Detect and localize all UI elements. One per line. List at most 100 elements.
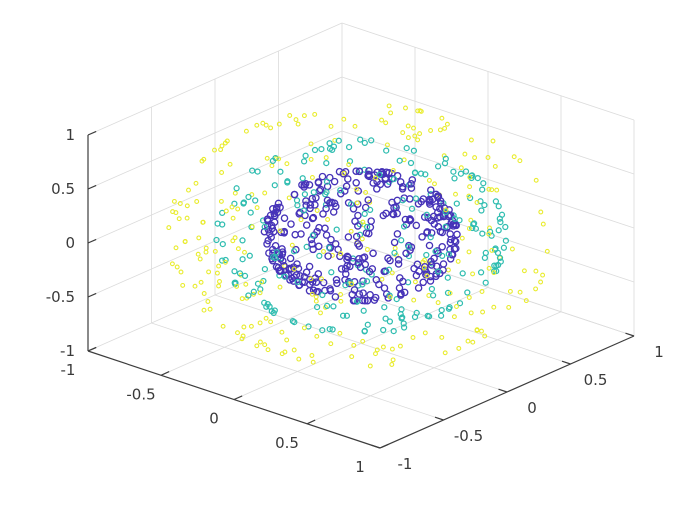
scatter-point [217,279,222,284]
scatter-point [261,265,269,273]
scatter-point [344,175,352,183]
scatter-point [231,268,238,275]
scatter-point [455,258,461,264]
scatter-point [349,354,355,360]
scatter-point [201,291,207,296]
scatter-point [289,242,295,248]
scatter-point [201,156,207,162]
scatter-point [271,182,278,189]
scatter-point [500,244,508,251]
scatter-point [269,163,275,169]
scatter-point [380,284,389,292]
scatter-point [388,198,396,207]
scatter-point [403,105,408,111]
scatter-point [383,120,389,126]
scatter-point [474,327,480,333]
scatter-point [437,127,443,133]
scatter-point [297,230,305,238]
scatter-point [428,285,436,293]
scatter-point [319,276,324,282]
scatter-point [222,259,228,265]
scatter-point [333,226,340,233]
scatter-point [287,220,295,228]
scatter-point [280,214,289,222]
scatter-point [263,122,269,128]
scatter-point [319,327,326,334]
scatter-point [257,339,263,345]
scatter-point [247,209,254,216]
scatter-point [302,197,310,205]
y-axis-tick [371,444,381,449]
scatter-point [379,117,385,123]
scatter-point [322,201,330,208]
x-axis-tick [87,346,97,352]
scatter-point [196,235,202,241]
scatter-point [270,218,279,226]
scatter-point [355,290,364,298]
y-tick-label: -0.5 [454,427,483,445]
scatter-point [296,272,304,280]
scatter-point [474,200,480,205]
scatter-point [521,268,527,274]
scatter-point [241,272,249,280]
scatter-point [233,185,240,192]
scatter-point [214,270,220,276]
scatter-point [360,253,369,261]
scatter-point [481,201,488,209]
scatter-point [280,262,288,270]
scatter-point [517,289,523,295]
scatter-point [466,226,472,231]
scatter-point [254,168,261,175]
scatter-point [194,199,200,204]
scatter-point [412,221,421,230]
scatter-point [381,304,388,311]
scatter-point [482,333,488,339]
scatter-point [239,336,245,342]
scatter-point [184,203,190,209]
scatter-point [509,246,515,252]
scatter-point [423,211,430,218]
scatter-point [177,201,183,206]
scatter-point [331,293,340,301]
scatter-point [480,309,486,315]
scatter-point [408,205,416,212]
scatter-point [397,289,405,298]
scatter-point [496,254,504,262]
scatter-point [338,251,344,257]
z-tick-label: -0.5 [46,288,75,306]
scatter-point [432,248,439,255]
scatter-point [363,296,372,305]
scatter-point [344,233,353,241]
scatter-point [352,232,361,241]
scatter-point [330,303,337,310]
scatter-point [201,307,207,313]
scatter-point [445,267,451,273]
scatter-point [262,342,268,348]
scatter-point [373,351,378,357]
scatter-point [399,277,407,286]
scatter-point [170,209,176,215]
scatter-point [427,234,434,241]
scatter-point [393,209,401,218]
scatter-point [219,240,226,248]
grid-line [341,130,635,229]
scatter-point [254,343,260,349]
scatter-point [544,248,550,254]
z-tick-label: 0.5 [51,180,75,198]
scatter-point [229,204,235,210]
scatter-point [402,249,410,258]
scatter-point [289,277,298,285]
scatter-point [318,145,325,153]
scatter-point [502,223,509,231]
scatter-point [478,207,485,214]
scatter-point [352,179,360,187]
scatter-point [383,147,390,154]
scatter-point [494,249,502,257]
grid-lines [87,22,635,425]
scatter-point [393,295,400,303]
scatter-point [323,304,328,310]
scatter-point [393,230,402,238]
scatter-point [438,243,446,251]
scatter-point [364,321,371,328]
